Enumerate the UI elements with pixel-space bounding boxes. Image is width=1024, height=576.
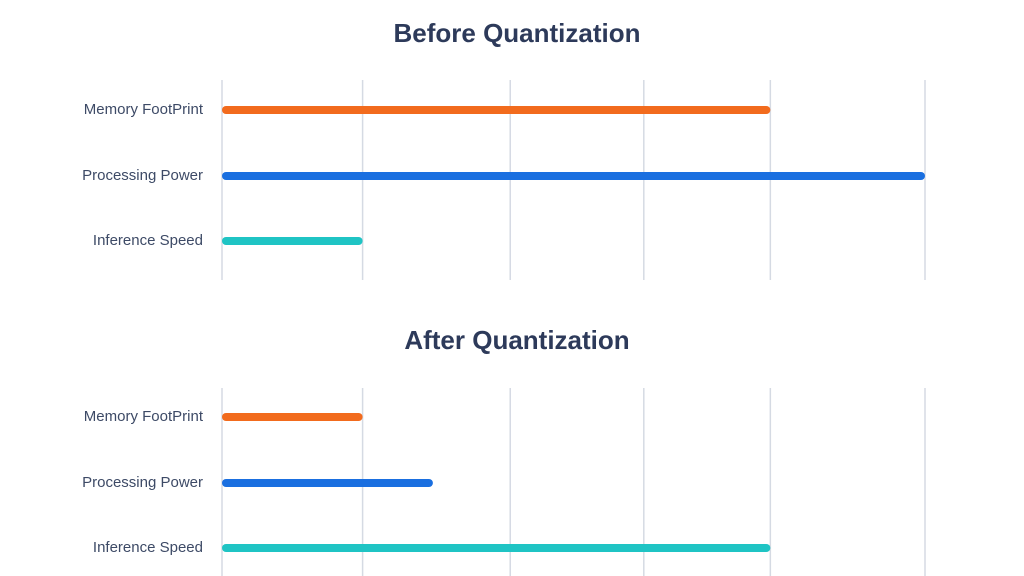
bar <box>222 106 771 114</box>
category-label: Memory FootPrint <box>84 408 204 425</box>
bar <box>222 544 771 552</box>
chart-title: After Quantization <box>404 325 629 355</box>
category-label: Processing Power <box>82 167 203 184</box>
bar <box>222 479 433 487</box>
bar <box>222 237 363 245</box>
category-label: Inference Speed <box>93 539 203 556</box>
chart-title: Before Quantization <box>393 18 640 48</box>
category-label: Processing Power <box>82 474 203 491</box>
category-label: Memory FootPrint <box>84 101 204 118</box>
category-label: Inference Speed <box>93 232 203 249</box>
bar <box>222 413 363 421</box>
bar <box>222 172 925 180</box>
